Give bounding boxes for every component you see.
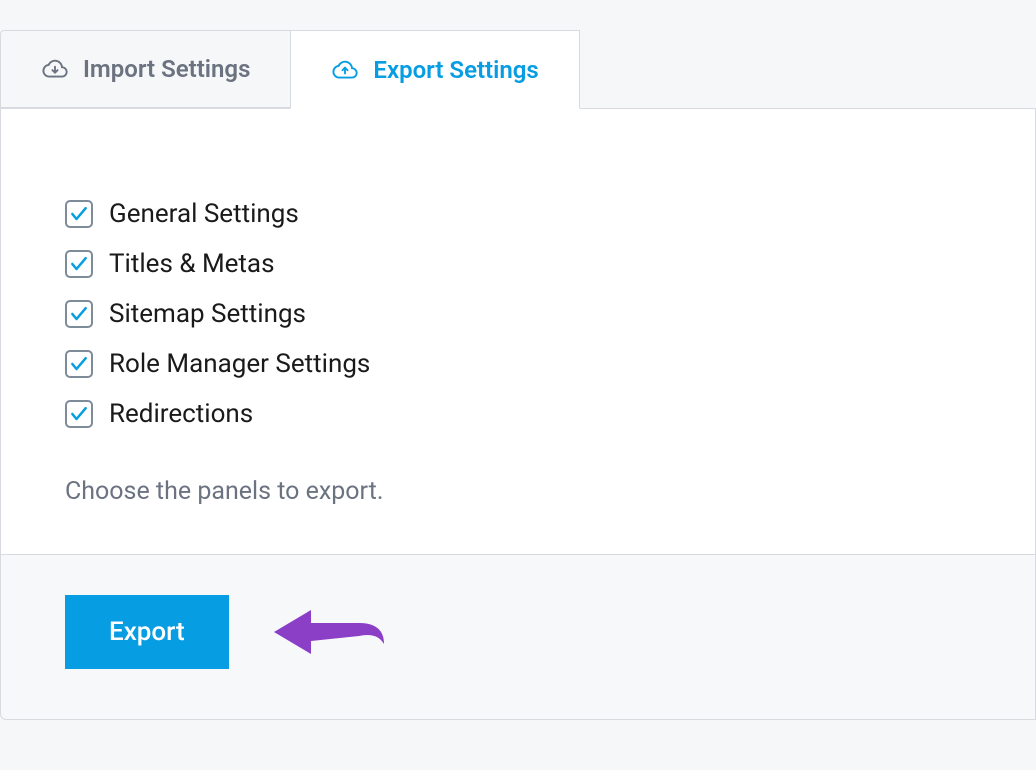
tabs: Import Settings Export Settings — [0, 30, 1036, 108]
checkbox-list: General Settings Titles & Metas Sitemap … — [65, 199, 971, 429]
checkbox-label: Role Manager Settings — [109, 349, 370, 379]
checkbox-icon — [65, 200, 93, 228]
cloud-download-icon — [41, 55, 69, 83]
export-panel: General Settings Titles & Metas Sitemap … — [0, 108, 1036, 554]
cloud-upload-icon — [331, 56, 359, 84]
arrow-annotation-icon — [269, 602, 389, 662]
checkbox-label: Redirections — [109, 399, 253, 429]
checkbox-titles-metas[interactable]: Titles & Metas — [65, 249, 971, 279]
checkbox-icon — [65, 300, 93, 328]
checkbox-role-manager-settings[interactable]: Role Manager Settings — [65, 349, 971, 379]
panel-footer: Export — [0, 554, 1036, 720]
checkbox-general-settings[interactable]: General Settings — [65, 199, 971, 229]
checkbox-icon — [65, 250, 93, 278]
tab-export-label: Export Settings — [373, 56, 538, 84]
export-button[interactable]: Export — [65, 595, 229, 669]
help-text: Choose the panels to export. — [65, 477, 971, 506]
checkbox-redirections[interactable]: Redirections — [65, 399, 971, 429]
tab-export-settings[interactable]: Export Settings — [290, 30, 579, 109]
tab-import-settings[interactable]: Import Settings — [0, 30, 290, 108]
checkbox-label: General Settings — [109, 199, 299, 229]
settings-container: Import Settings Export Settings G — [0, 0, 1036, 720]
checkbox-sitemap-settings[interactable]: Sitemap Settings — [65, 299, 971, 329]
checkbox-icon — [65, 400, 93, 428]
tab-import-label: Import Settings — [83, 55, 250, 83]
checkbox-icon — [65, 350, 93, 378]
checkbox-label: Titles & Metas — [109, 249, 275, 279]
checkbox-label: Sitemap Settings — [109, 299, 306, 329]
